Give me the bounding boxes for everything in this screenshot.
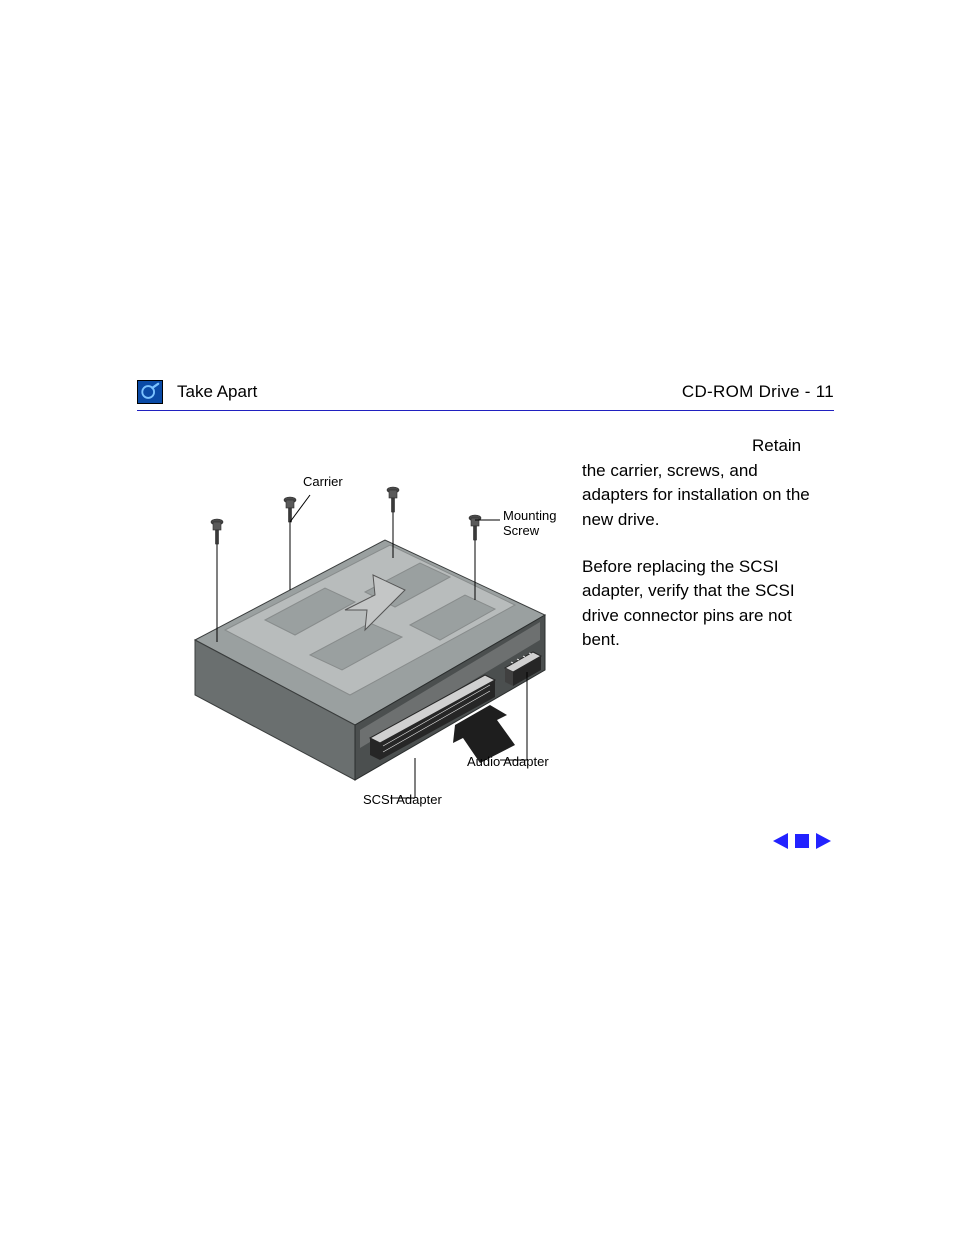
nav-next-icon[interactable] <box>812 830 834 852</box>
cdrom-figure: Carrier Mounting Screw Audio Adapter SCS… <box>155 460 575 830</box>
nav-prev-icon[interactable] <box>770 830 792 852</box>
label-audio-adapter: Audio Adapter <box>467 754 549 769</box>
section-title: Take Apart <box>177 382 257 402</box>
paragraph-1: Retain the carrier, screws, and adapters… <box>582 434 822 533</box>
page-header: Take Apart CD-ROM Drive - 11 <box>137 380 834 411</box>
nav-controls <box>770 830 834 852</box>
label-mounting-screw: Mounting Screw <box>503 508 556 538</box>
page-label: CD-ROM Drive - 11 <box>682 382 834 402</box>
nav-stop-icon[interactable] <box>793 832 811 850</box>
body-text: Retain the carrier, screws, and adapters… <box>582 434 822 675</box>
page: Take Apart CD-ROM Drive - 11 Retain the … <box>0 0 954 1235</box>
paragraph-2: Before replacing the SCSI adapter, verif… <box>582 555 822 654</box>
label-carrier: Carrier <box>303 474 343 489</box>
take-apart-icon <box>137 380 163 404</box>
label-scsi-adapter: SCSI Adapter <box>363 792 442 807</box>
